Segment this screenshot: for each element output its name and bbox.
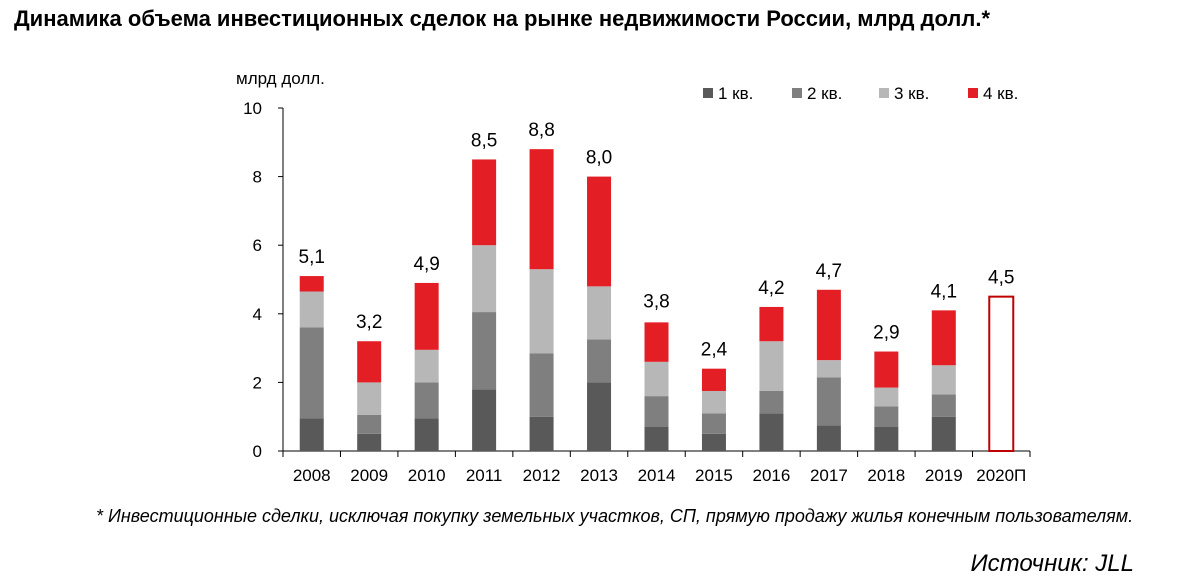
bar-segment-q2 (414, 382, 439, 419)
x-tick-label: 2017 (810, 466, 848, 485)
chart-title: Динамика объема инвестиционных сделок на… (14, 6, 991, 31)
bar-segment-q3 (357, 382, 382, 415)
total-label: 8,5 (471, 130, 497, 151)
bar-segment-q2 (644, 396, 669, 427)
y-tick-label: 0 (253, 442, 262, 461)
bar-segment-q4 (587, 176, 612, 287)
x-tick-label: 2013 (580, 466, 618, 485)
total-label: 4,2 (758, 278, 784, 299)
x-tick-label: 2016 (753, 466, 791, 485)
bar-segment-q2 (472, 312, 497, 390)
bar-segment-q1 (472, 389, 497, 451)
total-label: 4,7 (816, 261, 842, 282)
bar-segment-q2 (299, 327, 324, 419)
x-tick-label: 2012 (523, 466, 561, 485)
bar-segment-q2 (816, 377, 841, 426)
bar-segment-q3 (931, 365, 956, 395)
bar-segment-q4 (931, 310, 956, 366)
legend-swatch-q4 (968, 88, 978, 98)
bar-segment-q1 (644, 426, 669, 451)
y-tick-label: 8 (253, 168, 262, 187)
bar-segment-q2 (587, 339, 612, 383)
bar-segment-q4 (299, 276, 324, 292)
bar-segment-q1 (816, 425, 841, 451)
bar-segment-q3 (874, 387, 899, 407)
total-label: 4,5 (988, 268, 1014, 289)
y-tick-label: 10 (243, 99, 262, 118)
y-tick-label: 6 (253, 236, 262, 255)
x-tick-label: 2014 (638, 466, 676, 485)
x-tick-label: 2010 (408, 466, 446, 485)
bar-segment-q3 (587, 286, 612, 340)
bar-segment-q4 (529, 149, 554, 270)
total-label: 4,1 (931, 281, 957, 302)
bar-segment-q1 (357, 433, 382, 451)
total-label: 8,0 (586, 148, 612, 169)
legend-swatch-q2 (792, 88, 802, 98)
bar-segment-q2 (874, 406, 899, 427)
bar-segment-q1 (931, 416, 956, 451)
bar-segment-q1 (529, 416, 554, 451)
bar-segment-q4 (472, 159, 497, 246)
x-tick-label: 2009 (350, 466, 388, 485)
x-tick-label: 2018 (867, 466, 905, 485)
y-tick-label: 4 (253, 305, 262, 324)
bar-segment-q4 (644, 322, 669, 362)
bar-segment-q2 (357, 414, 382, 434)
total-label: 4,9 (413, 254, 439, 275)
bar-segment-q3 (644, 361, 669, 397)
bar-segment-q1 (587, 382, 612, 451)
bar-segment-q3 (299, 291, 324, 328)
bar-segment-q3 (472, 245, 497, 313)
total-label: 2,9 (873, 323, 899, 344)
y-axis-label: млрд долл. (236, 69, 325, 88)
bar-segment-q4 (414, 282, 439, 350)
total-label: 3,8 (643, 292, 669, 313)
total-label: 5,1 (299, 247, 325, 268)
bar-segment-q4 (357, 341, 382, 383)
bar-segment-q1 (701, 433, 726, 451)
bar-segment-q3 (701, 390, 726, 414)
bar-segment-q4 (759, 306, 784, 342)
forecast-bar (988, 295, 1015, 452)
bar-segment-q3 (529, 269, 554, 354)
bar-segment-q4 (816, 289, 841, 361)
legend-label-q2: 2 кв. (807, 84, 842, 103)
legend-swatch-q1 (703, 88, 713, 98)
bar-segment-q4 (874, 351, 899, 388)
bar-segment-q1 (414, 418, 439, 451)
bar-segment-q1 (759, 413, 784, 451)
bar-segment-q1 (299, 418, 324, 451)
total-label: 2,4 (701, 340, 728, 361)
bar-segment-q3 (414, 349, 439, 383)
x-tick-label: 2015 (695, 466, 733, 485)
x-tick-label: 2011 (466, 466, 503, 485)
footnote: * Инвестиционные сделки, исключая покупк… (96, 506, 1134, 526)
legend-label-q3: 3 кв. (894, 84, 929, 103)
bar-segment-q2 (529, 353, 554, 417)
bar-chart: 0 2 4 6 8 10 млрд долл. 2008 2009 2010 2011 2012 201… (236, 69, 1031, 485)
legend-label-q4: 4 кв. (983, 84, 1018, 103)
source-note: Источник: JLL (970, 550, 1135, 577)
legend-swatch-q3 (879, 88, 889, 98)
total-label: 3,2 (356, 312, 382, 333)
bar-segment-q3 (816, 360, 841, 378)
y-tick-label: 2 (253, 373, 262, 392)
bar-segment-q2 (931, 394, 956, 417)
x-tick-label: 2019 (925, 466, 963, 485)
bar-segment-q4 (701, 368, 726, 391)
legend-label-q1: 1 кв. (718, 84, 753, 103)
bar-segment-q3 (759, 341, 784, 391)
x-tick-label: 2008 (293, 466, 331, 485)
bar-segment-q2 (759, 390, 784, 414)
total-label: 8,8 (528, 120, 554, 141)
x-tick-label: 2020П (976, 466, 1026, 485)
bar-segment-q1 (874, 426, 899, 451)
bar-segment-q2 (701, 413, 726, 434)
